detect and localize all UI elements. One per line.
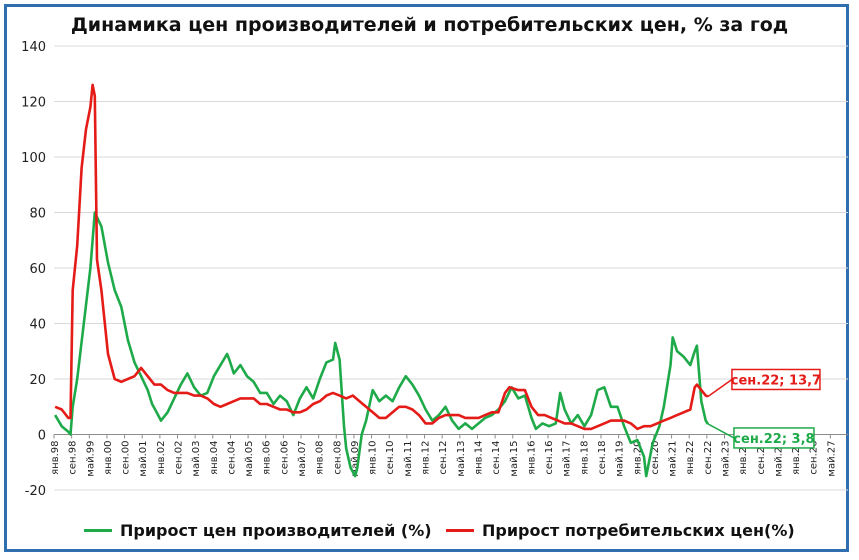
x-tick-label: май.09 (350, 441, 361, 477)
x-tick-label: янв.18 (579, 441, 590, 475)
x-tick-label: янв.10 (368, 441, 379, 475)
annotation-producer-label: сен.22; 3,8 (733, 432, 814, 447)
x-tick-label: май.13 (456, 441, 467, 477)
x-tick-label: янв.00 (103, 441, 114, 475)
chart-title: Динамика цен производителей и потребител… (70, 14, 789, 36)
x-tick-label: янв.06 (262, 441, 273, 475)
y-tick-label: 120 (21, 96, 46, 111)
x-tick-label: сен.14 (491, 440, 502, 474)
x-tick-label: сен.00 (121, 441, 132, 475)
annotation-producer-leader (707, 423, 735, 439)
legend-item-producer: Прирост цен производителей (%) (84, 521, 432, 540)
x-tick-label: май.25 (773, 441, 784, 477)
x-tick-label: май.05 (244, 441, 255, 477)
x-tick-label: сен.08 (332, 441, 343, 475)
x-tick-label: май.19 (615, 441, 626, 477)
x-tick-label: май.01 (138, 441, 149, 477)
x-tick-label: янв.08 (315, 441, 326, 475)
x-tick-label: янв.16 (526, 441, 537, 475)
chart-legend: Прирост цен производителей (%) Прирост п… (0, 521, 859, 547)
annotation-consumer-label: сен.22; 13,7 (731, 373, 821, 388)
series-line-producer (53, 211, 709, 478)
y-tick-label: 60 (29, 262, 46, 277)
x-tick-label: сен.98 (68, 441, 79, 475)
y-tick-label: 140 (21, 40, 46, 55)
x-tick-label: сен.12 (438, 441, 449, 475)
annotation-producer-box (733, 427, 815, 449)
x-tick-label: май.99 (85, 441, 96, 477)
legend-label-consumer: Прирост потребительских цен(%) (482, 521, 795, 540)
x-tick-label: янв.04 (209, 441, 220, 475)
legend-swatch-consumer (446, 529, 474, 532)
x-tick-label: май.03 (191, 441, 202, 477)
x-tick-label: май.07 (297, 441, 308, 477)
y-tick-label: 40 (29, 318, 46, 333)
legend-swatch-producer (84, 529, 112, 532)
x-tick-label: май.27 (826, 441, 837, 477)
x-tick-label: сен.26 (809, 441, 820, 475)
series-line-consumer (54, 83, 709, 431)
x-tick-label: май.23 (720, 441, 731, 477)
x-tick-label: май.11 (403, 441, 414, 477)
x-tick-label: май.15 (509, 441, 520, 477)
annotation-consumer-leader (707, 378, 733, 398)
x-tick-label: май.21 (668, 441, 679, 477)
x-tick-label: сен.18 (597, 441, 608, 475)
x-tick-label: сен.24 (756, 441, 767, 475)
x-tick-label: янв.14 (473, 441, 484, 475)
x-tick-label: сен.20 (650, 441, 661, 475)
y-tick-label: 20 (29, 373, 46, 388)
x-tick-label: сен.02 (174, 441, 185, 475)
legend-item-consumer: Прирост потребительских цен(%) (446, 521, 795, 540)
y-tick-label: 0 (38, 429, 46, 444)
y-tick-label: 80 (29, 207, 46, 222)
x-tick-label: янв.02 (156, 441, 167, 475)
x-tick-label: сен.10 (385, 441, 396, 475)
x-tick-label: янв.22 (685, 441, 696, 475)
y-tick-label: -20 (25, 484, 46, 499)
x-tick-label: янв.98 (50, 441, 61, 475)
x-tick-label: янв.26 (791, 441, 802, 475)
x-tick-label: сен.06 (279, 441, 290, 475)
x-tick-label: янв.24 (738, 441, 749, 475)
x-tick-label: янв.12 (421, 441, 432, 475)
chart-frame (4, 4, 849, 552)
x-tick-label: янв.20 (632, 441, 643, 475)
annotation-consumer-box (731, 368, 821, 391)
x-tick-label: сен.16 (544, 441, 555, 475)
x-tick-label: сен.04 (226, 441, 237, 475)
legend-label-producer: Прирост цен производителей (%) (120, 521, 432, 540)
x-tick-label: сен.22 (703, 441, 714, 475)
x-tick-label: май.17 (562, 441, 573, 477)
y-tick-label: 100 (21, 151, 46, 166)
